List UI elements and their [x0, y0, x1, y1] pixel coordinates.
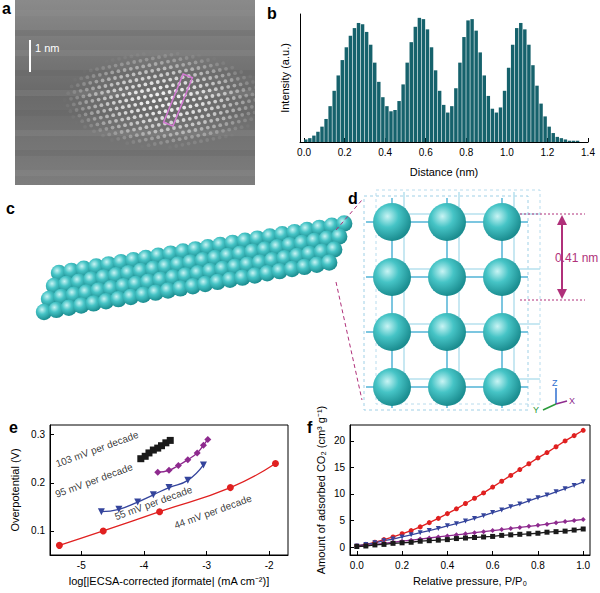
svg-text:Relative pressure, P/P₀: Relative pressure, P/P₀ [413, 575, 527, 587]
svg-text:95 mV per decade: 95 mV per decade [54, 461, 135, 499]
svg-text:f: f [307, 419, 313, 436]
svg-text:1.0: 1.0 [576, 560, 590, 571]
svg-text:0.0: 0.0 [350, 560, 364, 571]
svg-text:5: 5 [339, 515, 345, 526]
svg-text:-2: -2 [265, 560, 274, 571]
svg-text:10: 10 [334, 488, 346, 499]
svg-text:Z: Z [552, 378, 558, 388]
svg-text:0.6: 0.6 [419, 147, 433, 158]
svg-text:1.4: 1.4 [581, 147, 595, 158]
svg-text:-5: -5 [77, 560, 86, 571]
svg-text:Amount of adsorbed CO₂ (cm³ g⁻: Amount of adsorbed CO₂ (cm³ g⁻¹) [315, 406, 327, 574]
svg-text:0.41 nm: 0.41 nm [555, 251, 598, 265]
svg-text:0.8: 0.8 [459, 147, 473, 158]
svg-text:44 mV per decade: 44 mV per decade [173, 492, 254, 530]
svg-text:d: d [348, 190, 358, 207]
svg-text:b: b [267, 5, 277, 22]
svg-text:0.8: 0.8 [531, 560, 545, 571]
svg-text:20: 20 [334, 435, 346, 446]
svg-text:55 mV per decade: 55 mV per decade [113, 483, 194, 523]
svg-text:0.2: 0.2 [338, 147, 352, 158]
svg-text:0.3: 0.3 [31, 429, 45, 440]
svg-text:0.4: 0.4 [378, 147, 392, 158]
svg-text:Distance (nm): Distance (nm) [410, 166, 478, 178]
svg-text:a: a [2, 0, 11, 17]
svg-text:0.1: 0.1 [31, 525, 45, 536]
svg-text:X: X [569, 396, 575, 406]
svg-text:Intensity (a.u.): Intensity (a.u.) [279, 43, 291, 113]
svg-text:e: e [9, 419, 18, 436]
svg-text:0.6: 0.6 [486, 560, 500, 571]
svg-text:Y: Y [533, 405, 539, 415]
svg-text:1.2: 1.2 [540, 147, 554, 158]
svg-text:-3: -3 [202, 560, 211, 571]
svg-text:1 nm: 1 nm [35, 42, 59, 54]
svg-text:0: 0 [339, 542, 345, 553]
svg-text:0.2: 0.2 [395, 560, 409, 571]
svg-text:0.2: 0.2 [31, 477, 45, 488]
svg-text:c: c [6, 200, 15, 217]
svg-text:log[|ECSA-corrected jformate|: log[|ECSA-corrected jformate| (mA cm⁻²)] [69, 575, 269, 587]
svg-text:103 mV per decade: 103 mV per decade [54, 429, 140, 470]
svg-text:Overpotential (V): Overpotential (V) [9, 448, 21, 531]
svg-text:-4: -4 [139, 560, 148, 571]
svg-text:0.0: 0.0 [297, 147, 311, 158]
svg-text:15: 15 [334, 462, 346, 473]
svg-text:1.0: 1.0 [500, 147, 514, 158]
svg-text:0.4: 0.4 [440, 560, 454, 571]
